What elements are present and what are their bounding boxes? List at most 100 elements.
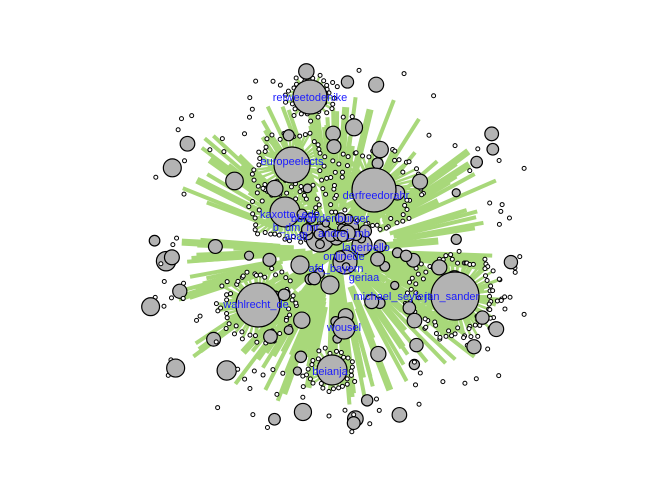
small-node [300,384,306,390]
edge-periph [381,180,451,224]
cluster-node [348,372,354,378]
cluster-node [455,260,461,266]
cluster-node [305,366,311,372]
peripheral-node [265,179,284,198]
cluster-node [277,136,283,142]
node-layer [141,63,527,435]
center-node [305,212,317,224]
cluster-node [255,231,261,237]
peripheral-node [503,254,519,270]
cluster-node [413,281,419,287]
small-node [175,127,181,133]
small-node [342,407,348,413]
cluster-node [330,386,336,392]
small-node [235,366,241,372]
cluster-node [313,205,319,211]
cluster-node [255,183,261,189]
cluster-node [250,211,256,217]
cluster-node [333,192,339,198]
peripheral-node [360,394,374,407]
peripheral-node [450,233,462,246]
small-node [349,114,355,120]
center-node [314,239,325,250]
peripheral-node [243,250,255,261]
small-node [426,132,432,138]
label-b-dm-mr: b_dm_mr [273,222,320,234]
cluster-node [331,182,337,188]
cluster-node [293,300,299,306]
cluster-node [322,154,328,160]
cluster-node [353,150,359,156]
small-node [250,412,256,418]
cluster-node [254,190,260,196]
cluster-node [289,297,295,303]
cluster-node [370,223,376,229]
cluster-node [297,133,303,139]
cluster-node [340,169,346,175]
cluster-node [437,334,443,340]
peripheral-node [293,311,311,329]
label-bbrandenburger: bbrandenburger [291,213,370,225]
small-node [264,424,270,430]
edge-periph [195,177,281,225]
edge-periph [349,305,375,387]
cluster-node [262,149,268,155]
small-node [330,79,336,85]
small-node [178,116,184,122]
cluster-node [310,358,316,364]
cluster-node [213,301,219,307]
cluster-node [293,75,299,81]
small-node [440,379,446,385]
cluster-node [215,308,221,314]
peripheral-node [344,118,364,137]
edge-periph [283,299,318,374]
cluster-node [336,161,342,167]
cluster-node [283,317,289,323]
small-node [502,294,508,300]
cluster-node [317,72,323,78]
small-node [498,297,504,303]
small-node [274,391,280,397]
peripheral-node [325,125,341,142]
cluster-node [292,106,298,112]
small-node [496,373,502,379]
cluster-node [291,234,297,240]
peripheral-node [225,171,244,191]
hub-wousel [332,316,356,340]
small-node [300,394,306,400]
cluster-node [314,210,320,216]
center-node [334,212,347,224]
cluster-node [298,239,304,245]
label-geriaa: geriaa [349,272,380,284]
center-node [300,223,314,236]
hub-center-e [320,275,340,295]
cluster-node [406,215,412,221]
edge-periph [377,237,439,250]
hub-beianja [316,354,348,386]
center-node [358,224,373,238]
cluster-node [224,315,230,321]
cluster-node [419,192,425,198]
center-node [307,271,322,286]
peripheral-node [409,337,424,353]
cluster-node [344,381,350,387]
small-node [242,131,248,137]
cluster-node [392,157,398,163]
small-node [180,295,186,301]
edge-periph [233,243,294,253]
cluster-node [224,279,230,285]
edge-periph [379,295,448,365]
small-node [521,311,527,317]
cluster-node [413,290,419,296]
label-analt: analt [284,231,308,243]
small-node [170,242,176,248]
cluster-node [263,144,269,150]
cluster-node [461,335,467,341]
small-node [326,413,332,419]
small-node [401,71,407,77]
cluster-node [254,339,260,345]
cluster-node [228,291,234,297]
cluster-node [247,332,253,338]
cluster-node [315,114,321,120]
peripheral-node [364,294,380,310]
